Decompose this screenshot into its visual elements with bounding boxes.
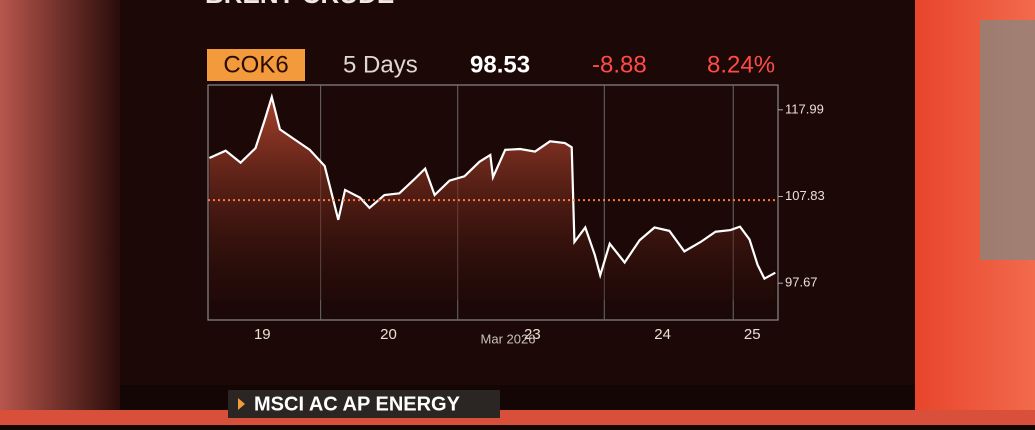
change-pct: 8.24% [707,51,775,78]
plot-frame [207,84,779,321]
backdrop-left [0,0,120,425]
x-axis-label: Mar 2026 [481,331,536,346]
period: 5 Days [343,51,418,78]
lower-banner-box [228,390,500,418]
floor [0,410,1035,425]
ticker-box [207,49,305,81]
x-tick-label: 20 [380,326,397,343]
window-view [980,20,1035,260]
ticker: COK6 [223,51,288,78]
banner: BRENT CRUDE [205,0,394,9]
x-tick-label: 19 [254,326,271,343]
last-price: 98.53 [470,51,530,78]
x-tick-label: 25 [744,326,761,343]
plot: 97.67 107.83 117.99 19 20 23 24 25 Mar 2026 [207,84,825,346]
line [208,92,776,281]
lower-banner: MSCI AC AP ENERGY [254,393,461,415]
y-tick-label: 97.67 [785,275,818,290]
banner-arrow [238,398,245,410]
y-tick-label: 107.83 [785,188,825,203]
y-tick-label: 117.99 [785,101,824,116]
change: -8.88 [592,51,647,78]
x-tick-label: 23 [524,326,541,343]
x-tick-label: 24 [654,326,671,343]
